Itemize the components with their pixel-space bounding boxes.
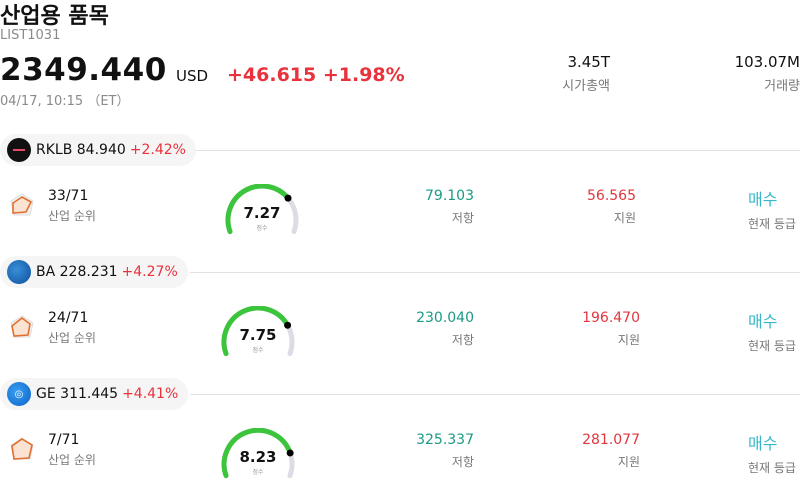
industry-rank-label: 산업 순위 (48, 209, 96, 223)
rank-radar-icon (10, 315, 34, 338)
resistance-block: 325.337 저항 (324, 432, 474, 470)
support-value: 281.077 (582, 432, 640, 448)
stock-chip-ba[interactable]: BA 228.231 +4.27% (0, 256, 188, 288)
volume-value: 103.07M (734, 53, 800, 71)
industry-rank-label: 산업 순위 (48, 453, 96, 467)
stock-price: 311.445 (60, 386, 119, 402)
score-value: 7.75 (239, 326, 277, 344)
volume-stat: 103.07M 거래량 (680, 53, 800, 94)
rating-block[interactable]: 매수 현재 등급 (748, 430, 796, 476)
industry-rank-label: 산업 순위 (48, 331, 96, 345)
rating-block[interactable]: 매수 현재 등급 (748, 186, 796, 232)
industry-rank-value: 7/71 (48, 432, 80, 448)
support-label: 지원 (613, 211, 636, 225)
score-label: 점수 (252, 347, 264, 354)
resistance-label: 저항 (451, 455, 474, 469)
stock-ticker: BA (36, 264, 56, 280)
rating-block[interactable]: 매수 현재 등급 (748, 308, 796, 354)
support-label: 지원 (617, 455, 640, 469)
gauge-arc (221, 427, 295, 479)
ba-logo-icon (7, 260, 31, 284)
score-gauge: 8.23 점수 (216, 427, 300, 484)
resistance-value: 230.040 (416, 310, 474, 326)
volume-label: 거래량 (764, 79, 800, 94)
stock-change-pct: +4.41% (122, 386, 179, 402)
currency-label: USD (176, 67, 209, 85)
price-change: +46.615 +1.98% (227, 64, 405, 86)
stock-chip-ge[interactable]: ◎ GE 311.445 +4.41% (0, 378, 189, 410)
gauge-fill (225, 183, 291, 235)
stock-price: 84.940 (76, 142, 126, 158)
gauge-arc (225, 183, 299, 235)
gauge-indicator-dot (286, 449, 294, 457)
market-cap-label: 시가총액 (562, 79, 610, 94)
support-block: 56.565 지원 (486, 188, 636, 226)
section-divider (190, 272, 800, 273)
stock-row-ge: 7/71 산업 순위 8.23 점수 325.337 저항 281.077 지원… (0, 427, 800, 488)
stock-ticker: GE (36, 386, 56, 402)
ge-logo-icon: ◎ (7, 382, 31, 406)
stock-row-ba: 24/71 산업 순위 7.75 점수 230.040 저항 196.470 지… (0, 305, 800, 366)
rank-radar-icon (10, 437, 34, 460)
score-label: 점수 (256, 225, 268, 232)
score-gauge: 7.27 점수 (220, 183, 304, 240)
rating-value: 매수 (748, 190, 778, 209)
rank-radar-icon (10, 193, 34, 216)
rating-label: 현재 등급 (748, 217, 796, 231)
score-label: 점수 (252, 469, 264, 476)
stock-price: 228.231 (59, 264, 118, 280)
industry-rank-value: 33/71 (48, 188, 89, 204)
support-value: 196.470 (582, 310, 640, 326)
section-divider (190, 150, 800, 151)
gauge-indicator-dot (284, 321, 292, 329)
score-gauge: 7.75 점수 (216, 305, 300, 362)
stock-chip-rklb[interactable]: RKLB 84.940 +2.42% (0, 134, 196, 166)
timestamp: 04/17, 10:15 （ET） (0, 94, 130, 109)
page-title: 산업용 품목 (0, 4, 109, 29)
support-block: 196.470 지원 (490, 310, 640, 348)
resistance-value: 325.337 (416, 432, 474, 448)
stock-change-pct: +2.42% (129, 142, 186, 158)
support-block: 281.077 지원 (490, 432, 640, 470)
resistance-label: 저항 (451, 211, 474, 225)
score-value: 7.27 (243, 204, 281, 222)
resistance-block: 79.103 저항 (324, 188, 474, 226)
rating-value: 매수 (748, 312, 778, 331)
market-cap-value: 3.45T (567, 53, 610, 71)
rating-label: 현재 등급 (748, 339, 796, 353)
rating-label: 현재 등급 (748, 461, 796, 475)
stock-row-rklb: 33/71 산업 순위 7.27 점수 79.103 저항 56.565 지원 … (0, 183, 800, 244)
gauge-fill (221, 305, 291, 357)
gauge-indicator-dot (284, 194, 292, 202)
resistance-block: 230.040 저항 (324, 310, 474, 348)
gauge-fill (221, 427, 293, 479)
resistance-label: 저항 (451, 333, 474, 347)
list-code: LIST1031 (0, 28, 61, 43)
rating-value: 매수 (748, 434, 778, 453)
stock-change-pct: +4.27% (121, 264, 178, 280)
resistance-value: 79.103 (425, 188, 474, 204)
score-value: 8.23 (239, 448, 277, 466)
industry-rank-value: 24/71 (48, 310, 89, 326)
market-cap-stat: 3.45T 시가총액 (490, 53, 610, 94)
support-label: 지원 (617, 333, 640, 347)
stock-ticker: RKLB (36, 142, 73, 158)
support-value: 56.565 (587, 188, 636, 204)
gauge-arc (221, 305, 295, 357)
section-divider (190, 394, 800, 395)
rklb-logo-icon (7, 138, 31, 162)
index-price: 2349.440 (0, 52, 167, 88)
